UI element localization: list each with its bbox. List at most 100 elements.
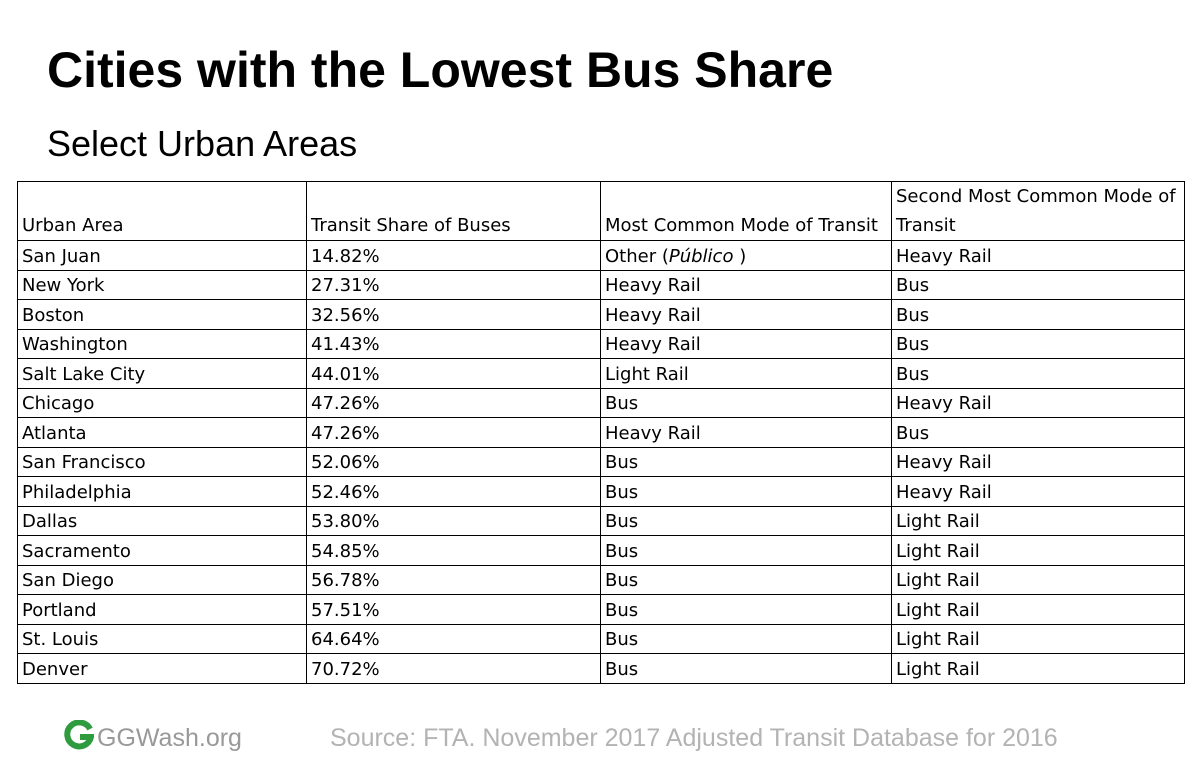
cell-most-common-mode: Bus (600, 535, 892, 566)
table-body: San Juan 14.82% Other (Público ) Heavy Rail… (17, 240, 1185, 684)
header-transit-share: Transit Share of Buses (306, 181, 601, 241)
table-row: Washington 41.43% Heavy Rail Bus (17, 328, 1185, 359)
table-row: Salt Lake City 44.01% Light Rail Bus (17, 358, 1185, 389)
cell-second-common-mode: Bus (891, 269, 1185, 300)
table-row: Dallas 53.80% Bus Light Rail (17, 505, 1185, 536)
cell-second-common-mode: Bus (891, 299, 1185, 330)
header-most-common-mode: Most Common Mode of Transit (600, 181, 892, 241)
logo-text: GGWash.org (97, 724, 242, 752)
cell-transit-share: 41.43% (306, 328, 601, 359)
cell-transit-share: 14.82% (306, 240, 601, 271)
cell-transit-share: 44.01% (306, 358, 601, 389)
cell-transit-share: 70.72% (306, 653, 601, 684)
cell-second-common-mode: Light Rail (891, 564, 1185, 595)
mode-text: Bus (605, 599, 639, 621)
cell-most-common-mode: Bus (600, 594, 892, 625)
cell-urban-area: San Diego (17, 564, 307, 595)
table-row: San Francisco 52.06% Bus Heavy Rail (17, 446, 1185, 477)
header-urban-area: Urban Area (17, 181, 307, 241)
source-note: Source: FTA. November 2017 Adjusted Tran… (330, 724, 1058, 752)
cell-second-common-mode: Light Rail (891, 653, 1185, 684)
cell-most-common-mode: Heavy Rail (600, 328, 892, 359)
cell-urban-area: St. Louis (17, 623, 307, 654)
mode-text: Bus (605, 481, 639, 503)
cell-urban-area: Washington (17, 328, 307, 359)
mode-text: Bus (605, 452, 639, 473)
table-row: Philadelphia 52.46% Bus Heavy Rail (17, 476, 1185, 507)
cell-most-common-mode: Other (Público ) (600, 240, 892, 271)
table-row: Denver 70.72% Bus Light Rail (17, 653, 1185, 684)
mode-text: Bus (605, 540, 639, 562)
cell-urban-area: Chicago (17, 387, 307, 418)
cell-second-common-mode: Heavy Rail (891, 446, 1185, 477)
table-header-row: Urban Area Transit Share of Buses Most C… (17, 181, 1185, 241)
cell-transit-share: 57.51% (306, 594, 601, 625)
cell-transit-share: 56.78% (306, 564, 601, 595)
cell-second-common-mode: Bus (891, 328, 1185, 359)
cell-second-common-mode: Heavy Rail (891, 240, 1185, 271)
cell-urban-area: Sacramento (17, 535, 307, 566)
cell-most-common-mode: Heavy Rail (600, 299, 892, 330)
cell-second-common-mode: Heavy Rail (891, 476, 1185, 507)
cell-transit-share: 52.06% (306, 446, 601, 477)
table-row: New York 27.31% Heavy Rail Bus (17, 269, 1185, 300)
cell-most-common-mode: Heavy Rail (600, 269, 892, 300)
cell-transit-share: 64.64% (306, 623, 601, 654)
cell-transit-share: 27.31% (306, 269, 601, 300)
cell-transit-share: 52.46% (306, 476, 601, 507)
cell-urban-area: Portland (17, 594, 307, 625)
cell-second-common-mode: Light Rail (891, 594, 1185, 625)
cell-urban-area: Boston (17, 299, 307, 330)
cell-most-common-mode: Bus (600, 564, 892, 595)
cell-second-common-mode: Bus (891, 417, 1185, 448)
cell-most-common-mode: Bus (600, 446, 892, 477)
table-row: Chicago 47.26% Bus Heavy Rail (17, 387, 1185, 418)
table-row: Atlanta 47.26% Heavy Rail Bus (17, 417, 1185, 448)
cell-second-common-mode: Light Rail (891, 623, 1185, 654)
cell-transit-share: 32.56% (306, 299, 601, 330)
cell-second-common-mode: Light Rail (891, 505, 1185, 536)
cell-urban-area: Atlanta (17, 417, 307, 448)
cell-urban-area: San Francisco (17, 446, 307, 477)
mode-text: Heavy Rail (605, 334, 701, 355)
mode-suffix-text: ) (733, 245, 747, 267)
cell-second-common-mode: Light Rail (891, 535, 1185, 566)
cell-most-common-mode: Bus (600, 387, 892, 418)
table-row: Sacramento 54.85% Bus Light Rail (17, 535, 1185, 566)
table-row: Portland 57.51% Bus Light Rail (17, 594, 1185, 625)
table-row: San Diego 56.78% Bus Light Rail (17, 564, 1185, 595)
cell-most-common-mode: Heavy Rail (600, 417, 892, 448)
cell-urban-area: Denver (17, 653, 307, 684)
mode-text: Bus (605, 393, 639, 414)
mode-text: Heavy Rail (605, 422, 701, 444)
mode-italic-text: Público (668, 245, 734, 267)
cell-most-common-mode: Bus (600, 653, 892, 684)
cell-transit-share: 54.85% (306, 535, 601, 566)
mode-text: Bus (605, 658, 639, 680)
table-row: San Juan 14.82% Other (Público ) Heavy Rail (17, 240, 1185, 271)
cell-urban-area: Salt Lake City (17, 358, 307, 389)
cell-second-common-mode: Heavy Rail (891, 387, 1185, 418)
mode-text: Heavy Rail (605, 275, 701, 296)
header-second-most-common-mode: Second Most Common Mode of Transit (891, 181, 1185, 241)
mode-text: Other ( (605, 245, 669, 267)
table-row: St. Louis 64.64% Bus Light Rail (17, 623, 1185, 654)
ggwash-logo-icon (64, 719, 95, 755)
table-row: Boston 32.56% Heavy Rail Bus (17, 299, 1185, 330)
mode-text: Bus (605, 629, 639, 650)
bus-share-table: Urban Area Transit Share of Buses Most C… (17, 181, 1185, 684)
cell-transit-share: 47.26% (306, 387, 601, 418)
cell-most-common-mode: Bus (600, 623, 892, 654)
footer: GGWash.org Source: FTA. November 2017 Ad… (0, 718, 1200, 758)
cell-urban-area: San Juan (17, 240, 307, 271)
mode-text: Light Rail (605, 363, 689, 385)
cell-second-common-mode: Bus (891, 358, 1185, 389)
page-title: Cities with the Lowest Bus Share (47, 42, 834, 98)
mode-text: Bus (605, 570, 639, 591)
cell-urban-area: Dallas (17, 505, 307, 536)
cell-most-common-mode: Bus (600, 476, 892, 507)
cell-transit-share: 53.80% (306, 505, 601, 536)
page-subtitle: Select Urban Areas (47, 123, 358, 164)
mode-text: Heavy Rail (605, 304, 701, 326)
cell-most-common-mode: Bus (600, 505, 892, 536)
